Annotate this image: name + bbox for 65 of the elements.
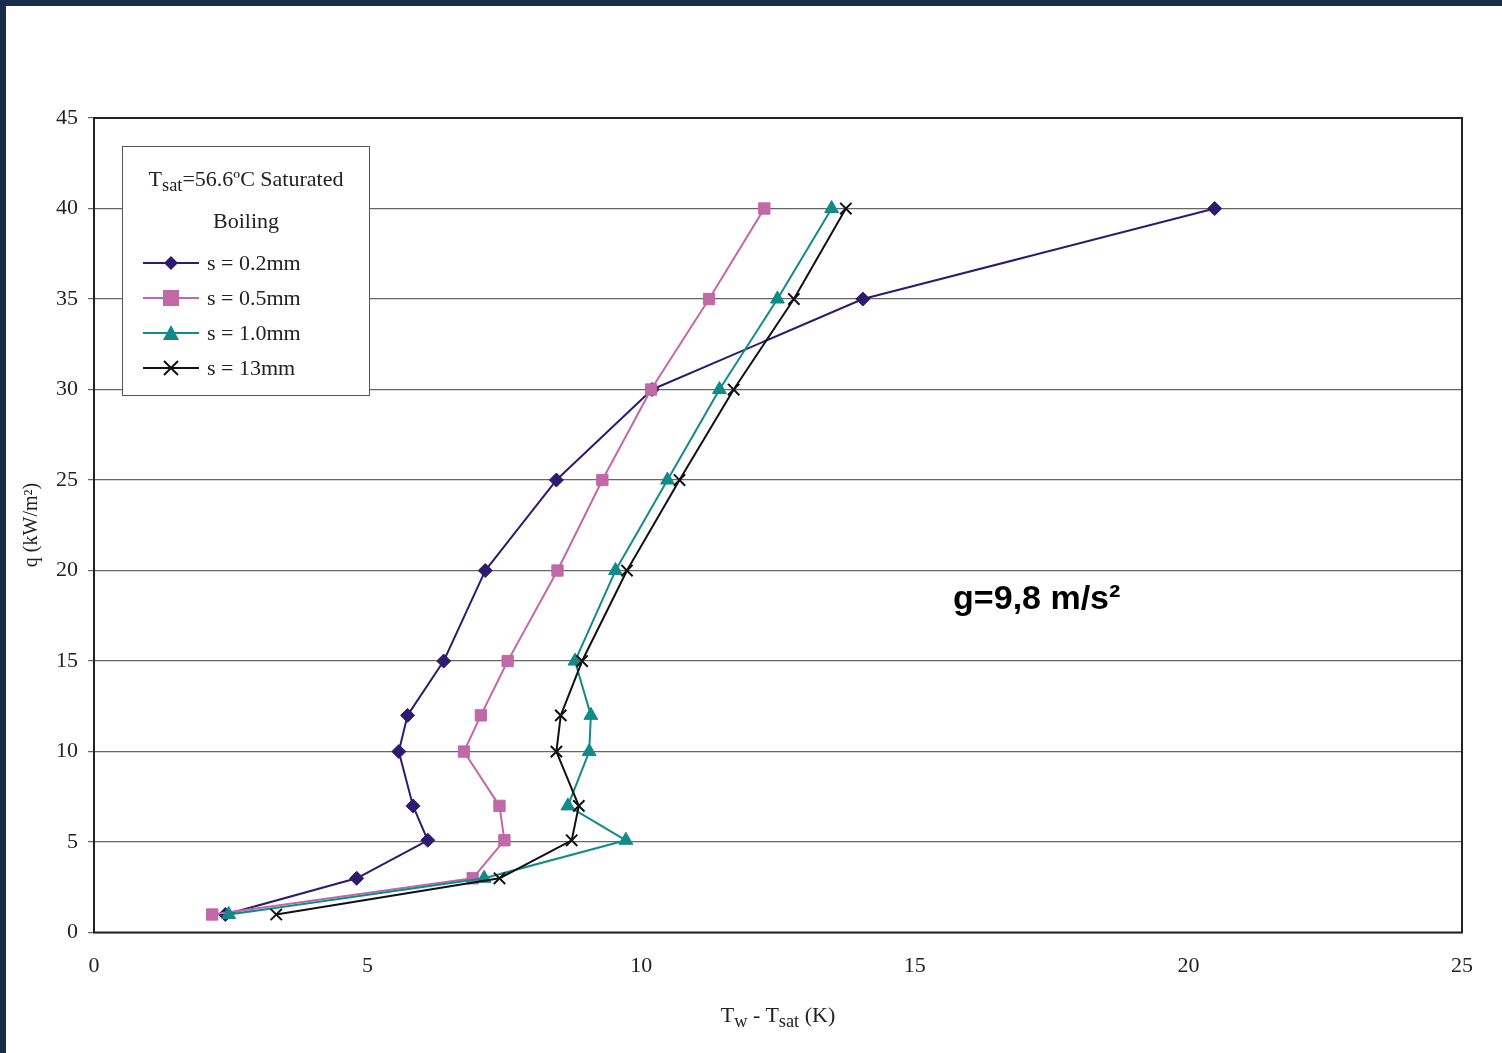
point (581, 743, 597, 757)
y-tick-label: 5 (67, 827, 78, 853)
legend-label: s = 1.0mm (207, 319, 301, 346)
y-tick-label: 30 (56, 375, 78, 401)
point (551, 564, 564, 577)
legend-label: s = 0.2mm (207, 249, 301, 276)
point (770, 290, 785, 304)
point (493, 799, 506, 813)
point (787, 292, 801, 306)
x-tick-label: 10 (630, 951, 653, 977)
point (618, 831, 634, 845)
point (474, 709, 488, 722)
point (824, 200, 840, 214)
point (391, 744, 407, 760)
x-tick-label: 25 (1451, 951, 1473, 977)
legend-label: s = 0.5mm (207, 284, 301, 311)
point (436, 653, 452, 669)
annotation: g=9,8 m/s² (953, 578, 1121, 618)
point (548, 472, 564, 488)
point (727, 382, 741, 397)
x-tick-label: 15 (903, 951, 926, 977)
x-tick-label: 20 (1177, 951, 1200, 977)
point (575, 654, 589, 668)
point (672, 473, 687, 487)
point (565, 833, 579, 847)
point (554, 708, 568, 723)
y-tick-label: 20 (56, 556, 78, 582)
point (620, 563, 634, 578)
point (349, 870, 365, 886)
point (855, 291, 871, 307)
point (501, 654, 514, 668)
point (572, 799, 586, 813)
point (560, 797, 576, 811)
x-tick-label: 0 (88, 951, 100, 977)
point (498, 834, 511, 847)
point (492, 871, 507, 885)
x-axis-title: T$_{w}$ - T$_{sat}$ (K) (719, 1002, 837, 1033)
y-axis-title: q (kW/m²) (18, 483, 42, 568)
point (477, 563, 493, 579)
point (1207, 201, 1223, 217)
point (758, 202, 771, 215)
point (660, 471, 675, 485)
point (206, 908, 219, 921)
y-tick-label: 45 (56, 103, 78, 129)
point (457, 745, 471, 758)
point (596, 473, 609, 487)
point (269, 907, 283, 922)
y-tick-label: 10 (56, 737, 78, 763)
point (583, 706, 599, 720)
y-tick-label: 15 (56, 646, 78, 672)
point (405, 798, 421, 814)
point (420, 832, 436, 848)
x-tick-label: 5 (362, 951, 374, 977)
point (702, 292, 716, 306)
point (549, 744, 564, 759)
y-tick-label: 0 (67, 918, 78, 944)
point (400, 707, 416, 723)
y-tick-label: 35 (56, 284, 78, 310)
point (608, 562, 623, 576)
y-tick-label: 40 (56, 194, 78, 220)
point (712, 381, 727, 395)
y-tick-label: 25 (56, 465, 78, 491)
point (839, 201, 853, 216)
point (221, 906, 237, 919)
legend-label: s = 13mm (207, 354, 296, 381)
